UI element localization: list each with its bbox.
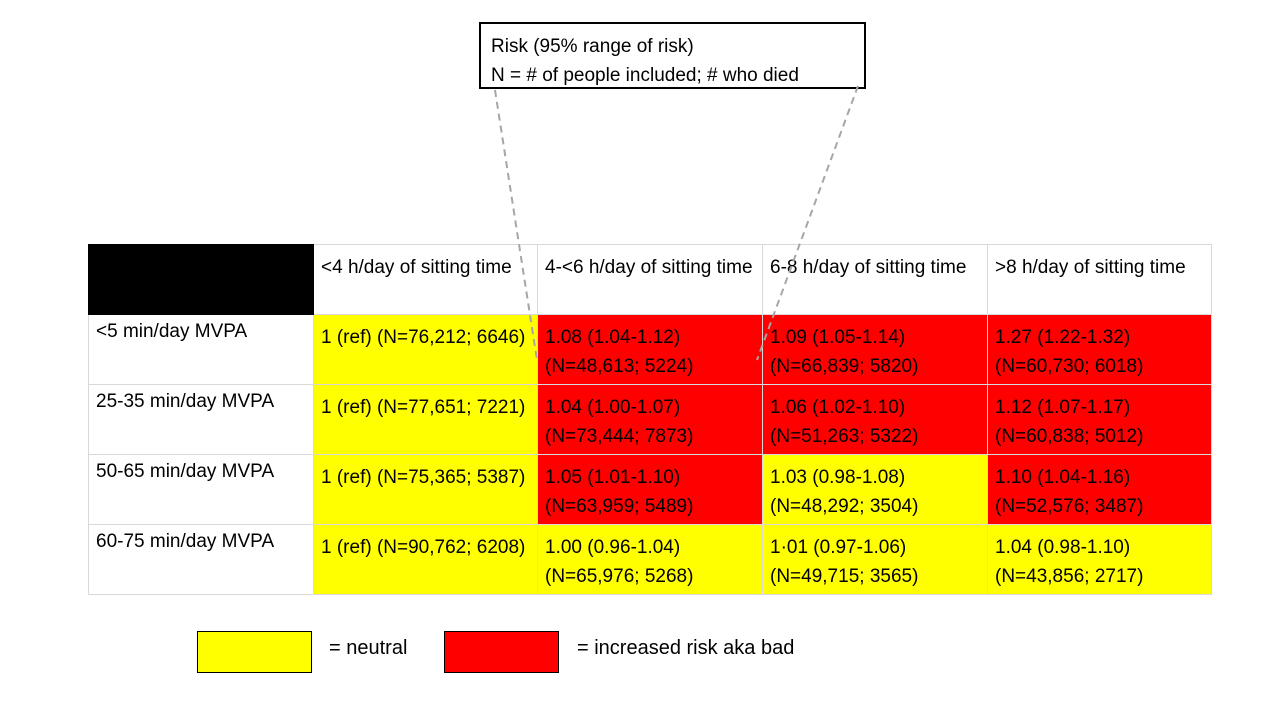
table-row: 50-65 min/day MVPA 1 (ref) (N=75,365; 538… <box>88 454 1212 525</box>
table-row: 25-35 min/day MVPA 1 (ref) (N=77,651; 722… <box>88 384 1212 455</box>
callout-line-risk: Risk (95% range of risk) <box>491 36 694 57</box>
column-header-3: >8 h/day of sitting time <box>987 244 1212 315</box>
risk-table-body: <4 h/day of sitting time 4-<6 h/day of si… <box>88 244 1212 595</box>
risk-cell-2-0: 1 (ref) (N=75,365; 5387) <box>313 454 538 525</box>
risk-cell-1-0: 1 (ref) (N=77,651; 7221) <box>313 384 538 455</box>
header-row: <4 h/day of sitting time 4-<6 h/day of si… <box>88 244 1212 315</box>
column-header-2: 6-8 h/day of sitting time <box>762 244 988 315</box>
risk-cell-3-3: 1.04 (0.98-1.10) (N=43,856; 2717) <box>987 524 1212 595</box>
column-header-1: 4-<6 h/day of sitting time <box>537 244 763 315</box>
row-header-3: 60-75 min/day MVPA <box>88 524 314 595</box>
risk-table: <4 h/day of sitting time 4-<6 h/day of si… <box>88 244 1212 595</box>
risk-cell-2-1: 1.05 (1.01-1.10) (N=63,959; 5489) <box>537 454 763 525</box>
table-row: <5 min/day MVPA 1 (ref) (N=76,212; 6646) 1… <box>88 314 1212 385</box>
legend-callout-box: Risk (95% range of risk) N = # of people… <box>479 22 866 89</box>
legend-label-neutral: = neutral <box>329 637 408 659</box>
risk-cell-0-3: 1.27 (1.22-1.32) (N=60,730; 6018) <box>987 314 1212 385</box>
risk-cell-3-1: 1.00 (0.96-1.04) (N=65,976; 5268) <box>537 524 763 595</box>
row-header-0: <5 min/day MVPA <box>88 314 314 385</box>
risk-cell-0-2: 1.09 (1.05-1.14) (N=66,839; 5820) <box>762 314 988 385</box>
legend-label-bad: = increased risk aka bad <box>577 637 795 659</box>
risk-cell-2-3: 1.10 (1.04-1.16) (N=52,576; 3487) <box>987 454 1212 525</box>
row-header-1: 25-35 min/day MVPA <box>88 384 314 455</box>
table-row: 60-75 min/day MVPA 1 (ref) (N=90,762; 620… <box>88 524 1212 595</box>
risk-cell-3-0: 1 (ref) (N=90,762; 6208) <box>313 524 538 595</box>
risk-cell-0-0: 1 (ref) (N=76,212; 6646) <box>313 314 538 385</box>
risk-cell-1-3: 1.12 (1.07-1.17) (N=60,838; 5012) <box>987 384 1212 455</box>
legend-swatch-neutral <box>197 631 312 673</box>
column-header-0: <4 h/day of sitting time <box>313 244 538 315</box>
corner-cell <box>88 244 314 315</box>
row-header-2: 50-65 min/day MVPA <box>88 454 314 525</box>
callout-line-n: N = # of people included; # who died <box>491 65 799 86</box>
legend-swatch-bad <box>444 631 559 673</box>
risk-cell-3-2: 1·01 (0.97-1.06) (N=49,715; 3565) <box>762 524 988 595</box>
risk-cell-1-1: 1.04 (1.00-1.07) (N=73,444; 7873) <box>537 384 763 455</box>
risk-cell-0-1: 1.08 (1.04-1.12) (N=48,613; 5224) <box>537 314 763 385</box>
risk-cell-2-2: 1.03 (0.98-1.08) (N=48,292; 3504) <box>762 454 988 525</box>
risk-cell-1-2: 1.06 (1.02-1.10) (N=51,263; 5322) <box>762 384 988 455</box>
